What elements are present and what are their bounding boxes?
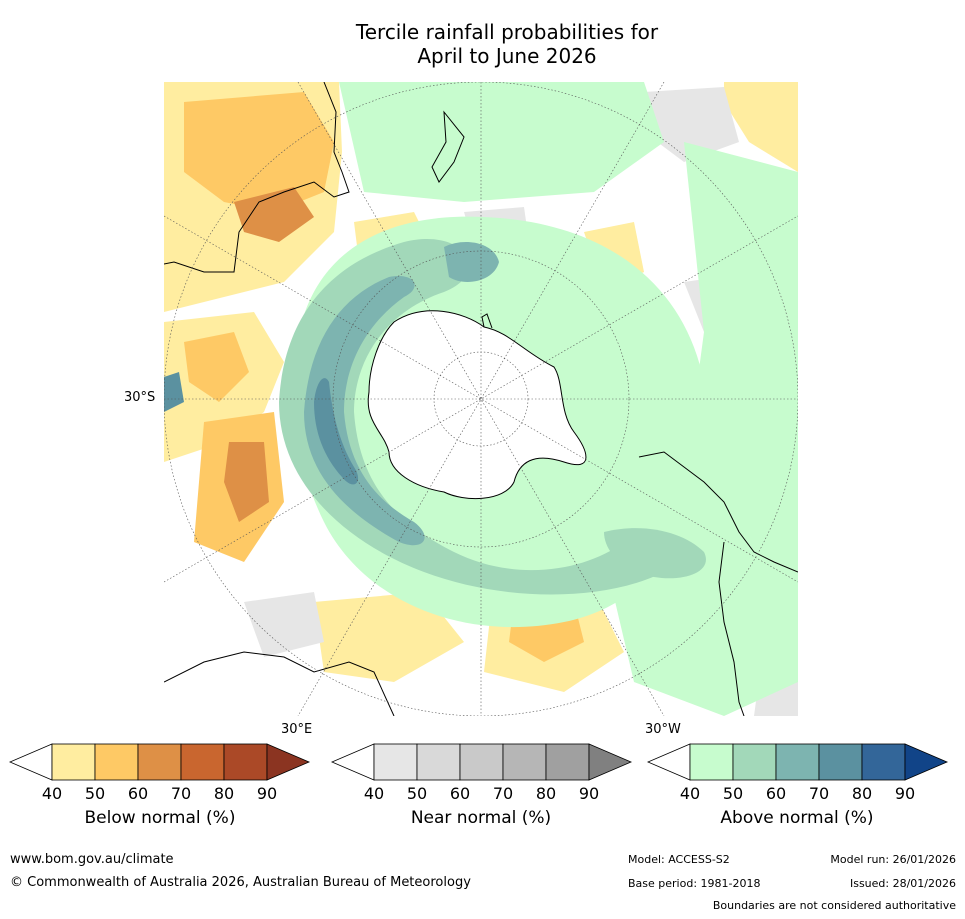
map-title: Tercile rainfall probabilities for April…: [0, 20, 965, 68]
copyright-text: © Commonwealth of Australia 2026, Austra…: [10, 875, 471, 890]
above-region-pacific: [684, 142, 798, 602]
lat-label-30s: 30°S: [124, 390, 156, 405]
colorbar-tick-label: 90: [579, 784, 599, 803]
colorbar-tick-label: 70: [493, 784, 513, 803]
colorbar-segment: [137, 743, 182, 781]
antarctic-peninsula: [481, 313, 493, 329]
colorbar-tick-label: 50: [85, 784, 105, 803]
colorbar-below-normal: 40 50 60 70 80 90: [8, 742, 328, 822]
coast-africa: [164, 651, 395, 716]
model-run-text: Model run: 26/01/2026: [830, 853, 956, 866]
colorbar-segment: [818, 743, 863, 781]
above-region-band-60: [304, 276, 425, 546]
colorbar-segment: [180, 743, 225, 781]
colorbar-extend-high: [588, 743, 633, 781]
lon-label-30w: 30°W: [645, 722, 681, 737]
colorbar-tick-label: 70: [171, 784, 191, 803]
near-region-3: [244, 592, 324, 657]
colorbar-segment: [51, 743, 96, 781]
colorbar-tick-label: 90: [257, 784, 277, 803]
colorbar-tick-label: 40: [680, 784, 700, 803]
below-region-africa-south: [314, 592, 464, 682]
title-line-1: Tercile rainfall probabilities for: [355, 20, 659, 44]
colorbar-tick-label: 80: [536, 784, 556, 803]
above-region-north: [339, 82, 664, 202]
lon-label-30e: 30°E: [281, 722, 313, 737]
meridian-30e: [164, 215, 798, 583]
colorbar-extend-high: [266, 743, 311, 781]
colorbar-extend-low: [8, 743, 53, 781]
colorbar-segment: [223, 743, 268, 781]
colorbar-tick-label: 40: [364, 784, 384, 803]
colorbar-extend-low: [646, 743, 691, 781]
antarctica-landmass: [367, 310, 587, 500]
colorbar-segment: [502, 743, 547, 781]
model-text: Model: ACCESS-S2: [628, 853, 730, 866]
meridian-60e: [164, 215, 798, 583]
below-region-west-dark: [224, 442, 269, 522]
coast-australia: [164, 82, 350, 273]
meridian-30w: [297, 82, 665, 716]
colorbar-segment: [732, 743, 777, 781]
colorbar-tick-label: 60: [766, 784, 786, 803]
colorbar-tick-label: 50: [723, 784, 743, 803]
near-region-1: [644, 87, 739, 162]
colorbar-segment: [545, 743, 590, 781]
colorbar-tick-label: 40: [42, 784, 62, 803]
title-line-2: April to June 2026: [417, 44, 597, 68]
colorbar-tick-label: 80: [852, 784, 872, 803]
colorbar-extend-low: [330, 743, 375, 781]
colorbar-segment: [775, 743, 820, 781]
below-region-australia-dark: [234, 187, 314, 242]
colorbar-tick-label: 90: [895, 784, 915, 803]
coast-new-zealand: [431, 110, 465, 183]
below-region-pacific-ne-2: [724, 82, 798, 172]
graticule: [164, 82, 798, 716]
coast-south-america: [638, 451, 798, 573]
map-canvas: [164, 82, 798, 716]
below-region-australia-core: [184, 92, 334, 212]
colorbar-tick-label: 60: [128, 784, 148, 803]
colorbar-extend-high: [904, 743, 949, 781]
colorbar-segment: [416, 743, 461, 781]
below-region-indian-ocean-2: [184, 332, 249, 402]
issued-text: Issued: 28/01/2026: [849, 877, 956, 890]
colorbar-tick-label: 80: [214, 784, 234, 803]
website-link[interactable]: www.bom.gov.au/climate: [10, 852, 174, 867]
colorbar-below-svg: 40 50 60 70 80 90: [8, 743, 311, 803]
colorbar-segment: [861, 743, 906, 781]
colorbar-near-normal: 40 50 60 70 80 90: [330, 742, 650, 822]
colorbar-above-svg: 40 50 60 70 80 90: [646, 743, 949, 803]
colorbar-tick-label: 60: [450, 784, 470, 803]
disclaimer-text: Boundaries are not considered authoritat…: [712, 899, 956, 912]
colorbar-tick-label: 70: [809, 784, 829, 803]
colorbar-segment: [373, 743, 418, 781]
coast-south-america-2: [718, 541, 745, 716]
above-region-east-arc: [604, 528, 706, 579]
colorbar-segment: [94, 743, 139, 781]
colorbar-near-svg: 40 50 60 70 80 90: [330, 743, 633, 803]
colorbar-above-title: Above normal (%): [720, 808, 874, 828]
coastlines: [164, 82, 798, 716]
colorbar-above-normal: 40 50 60 70 80 90: [646, 742, 965, 822]
above-region-west-edge: [164, 372, 184, 412]
above-region-band-70: [314, 378, 359, 485]
colorbar-segment: [459, 743, 504, 781]
colorbar-tick-label: 50: [407, 784, 427, 803]
above-region-north-blob: [444, 242, 499, 282]
polar-probability-map: [164, 82, 798, 716]
base-period-text: Base period: 1981-2018: [628, 877, 761, 890]
colorbar-segment: [689, 743, 734, 781]
meridian-60w: [297, 82, 665, 716]
colorbar-near-title: Near normal (%): [410, 808, 552, 828]
colorbar-below-title: Below normal (%): [84, 808, 236, 828]
